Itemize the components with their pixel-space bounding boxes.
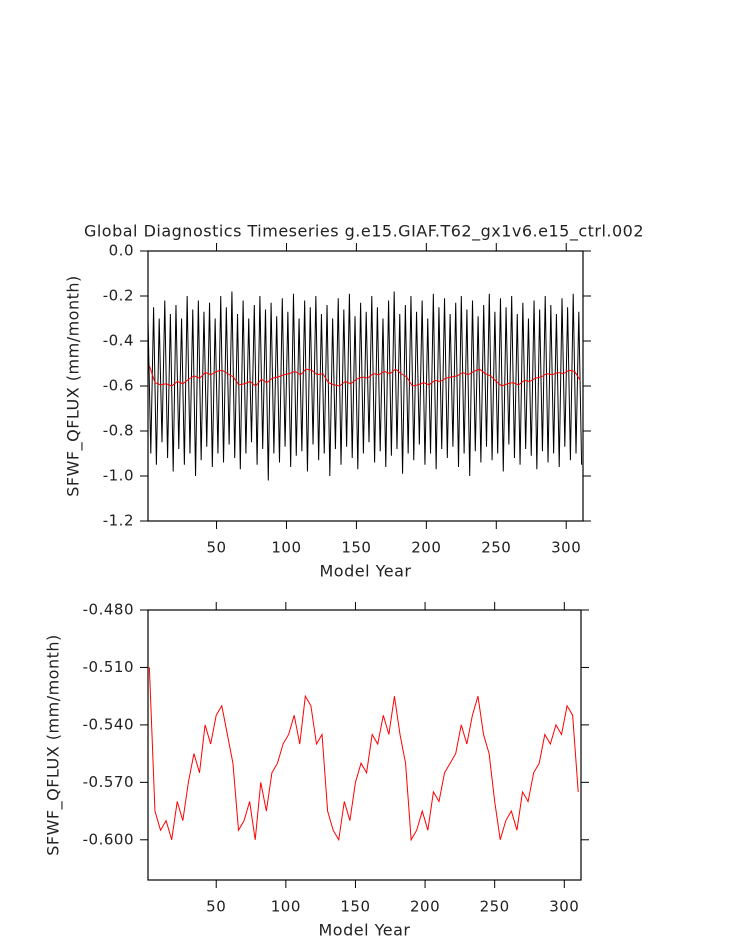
x-tick-label: 150 (341, 539, 371, 557)
y-tick-label: -0.570 (83, 773, 134, 791)
x-tick-label: 150 (340, 898, 370, 916)
y-tick-label: -0.540 (83, 715, 134, 733)
y-tick-label: -0.2 (103, 287, 134, 305)
x-tick-label: 300 (549, 898, 579, 916)
y-tick-label: -0.480 (83, 601, 134, 619)
data-line (147, 291, 583, 481)
plot-frame (147, 250, 584, 522)
y-axis-label: SFWF_QFLUX (mm/month) (64, 275, 84, 497)
x-tick-label: 200 (410, 898, 440, 916)
y-tick-label: -0.510 (83, 658, 134, 676)
y-axis-label: SFWF_QFLUX (mm/month) (44, 634, 64, 856)
y-tick-label: -1.0 (103, 467, 134, 485)
y-tick-label: -0.4 (103, 332, 134, 350)
y-tick-label: -0.8 (103, 422, 134, 440)
x-tick-label: 100 (271, 539, 301, 557)
x-axis-label: Model Year (320, 562, 412, 581)
x-axis-label: Model Year (319, 921, 411, 940)
data-line (148, 365, 581, 387)
x-tick-label: 200 (411, 539, 441, 557)
x-tick-label: 250 (480, 898, 510, 916)
x-tick-label: 300 (551, 539, 581, 557)
x-tick-label: 50 (206, 539, 226, 557)
y-tick-label: -0.600 (83, 830, 134, 848)
chart-title: Global Diagnostics Timeseries g.e15.GIAF… (84, 222, 644, 242)
x-tick-label: 50 (206, 898, 226, 916)
plot-frame (147, 609, 582, 881)
x-tick-label: 250 (481, 539, 511, 557)
x-tick-label: 100 (271, 898, 301, 916)
y-tick-label: -1.2 (103, 512, 134, 530)
y-tick-label: -0.6 (103, 377, 134, 395)
y-tick-label: 0.0 (109, 242, 134, 260)
data-line (148, 667, 579, 842)
